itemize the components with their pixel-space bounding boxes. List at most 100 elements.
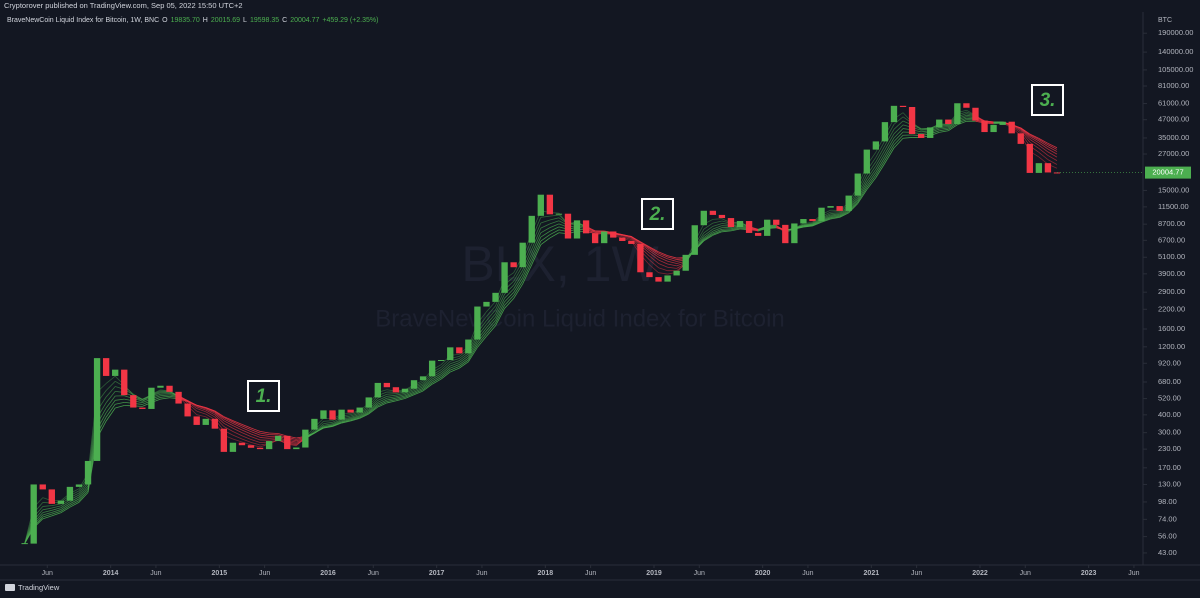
x-tick-label: 2018 (538, 570, 554, 577)
ribbon-segment (232, 421, 243, 427)
ribbon-segment (549, 232, 560, 239)
ribbon-segment (513, 265, 524, 282)
annotation-box (247, 380, 280, 412)
ribbon-segment (51, 512, 61, 517)
x-tick-label: Jun (150, 570, 161, 577)
ribbon-segment (359, 410, 369, 416)
candle (347, 409, 354, 413)
ribbon-segment (531, 232, 542, 254)
candle (1035, 163, 1043, 173)
ribbon-segment (78, 485, 89, 498)
ribbon-segment (241, 432, 252, 437)
ribbon-segment (884, 147, 895, 164)
ribbon-segment (513, 273, 524, 290)
ribbon-segment (413, 390, 424, 396)
y-tick-label: 74.00 (1158, 514, 1177, 523)
candle (619, 237, 626, 241)
ribbon-segment (522, 253, 533, 274)
ribbon-segment (1029, 135, 1040, 142)
ribbon-segment (721, 229, 732, 232)
ribbon-segment (115, 398, 125, 401)
ribbon-segment (232, 423, 243, 429)
candle (329, 410, 336, 420)
ribbon-segment (540, 237, 551, 246)
ribbon-segment (205, 411, 216, 418)
watermark-ticker: BLX, 1W (461, 236, 659, 292)
ribbon-segment (42, 505, 52, 507)
ribbon-segment (214, 411, 225, 420)
candle (139, 407, 146, 409)
x-tick-label: Jun (1128, 570, 1139, 577)
ribbon-segment (341, 418, 351, 422)
ribbon-segment (830, 213, 840, 216)
candle (401, 388, 409, 393)
ribbon-segment (1029, 139, 1040, 146)
ribbon-segment (721, 230, 732, 233)
ribbon-segment (649, 252, 659, 261)
candle (93, 358, 101, 461)
candle (256, 447, 264, 450)
ribbon-segment (69, 496, 80, 503)
candle (293, 447, 300, 450)
candle (745, 221, 753, 233)
ribbon-segment (540, 230, 551, 238)
ribbon-segment (803, 223, 813, 226)
ribbon-segment (866, 172, 877, 186)
candle (890, 105, 898, 123)
annotation-box (641, 198, 674, 230)
candle (791, 223, 798, 244)
ribbon-segment (196, 408, 206, 413)
ribbon-segment (866, 174, 877, 188)
ribbon-segment (477, 333, 487, 346)
ribbon-segment (422, 376, 433, 386)
candle (800, 219, 807, 224)
annotation-label: 1. (256, 386, 272, 407)
ribbon-segment (341, 419, 351, 423)
legend-value: 20004.77 (290, 17, 319, 24)
ribbon-segment (359, 413, 369, 419)
candle (428, 360, 436, 377)
ribbon-segment (884, 133, 895, 151)
y-tick-label: 5100.00 (1158, 252, 1185, 261)
ribbon-segment (205, 413, 216, 420)
candle (881, 122, 889, 142)
candle (39, 484, 46, 490)
ribbon-segment (196, 404, 206, 408)
candle (166, 385, 173, 392)
ribbon-segment (51, 510, 61, 515)
candle (320, 410, 327, 419)
candle (202, 418, 209, 425)
ribbon-segment (459, 361, 469, 369)
ribbon-segment (703, 233, 714, 241)
ribbon-segment (241, 429, 252, 435)
ribbon-segment (830, 215, 840, 218)
ribbon-segment (893, 128, 904, 139)
ribbon-segment (1029, 141, 1040, 149)
ribbon-segment (658, 263, 668, 268)
ribbon-segment (522, 257, 533, 278)
ribbon-segment (450, 364, 460, 369)
ribbon-segment (712, 225, 723, 230)
ribbon-segment (540, 223, 551, 229)
candle (546, 194, 554, 215)
last-price-box (1145, 166, 1191, 179)
ribbon-segment (649, 248, 659, 256)
ribbon-segment (250, 433, 261, 438)
ribbon-segment (232, 425, 243, 431)
ribbon-segment (160, 393, 170, 395)
ribbon-segment (368, 403, 379, 413)
ribbon-segment (314, 425, 324, 433)
ribbon-segment (1047, 148, 1058, 155)
footer-logo: TradingView (5, 583, 60, 592)
ribbon-segment (667, 256, 677, 260)
ribbon-segment (368, 406, 379, 415)
annotation-label: 3. (1040, 90, 1056, 111)
x-tick-label: Jun (368, 570, 379, 577)
ribbon-segment (549, 223, 560, 229)
ribbon-segment (196, 406, 206, 411)
ribbon-segment (830, 217, 840, 220)
ribbon-segment (332, 421, 342, 426)
x-tick-label: Jun (259, 570, 270, 577)
ribbon-segment (667, 255, 677, 259)
candle (709, 210, 717, 215)
